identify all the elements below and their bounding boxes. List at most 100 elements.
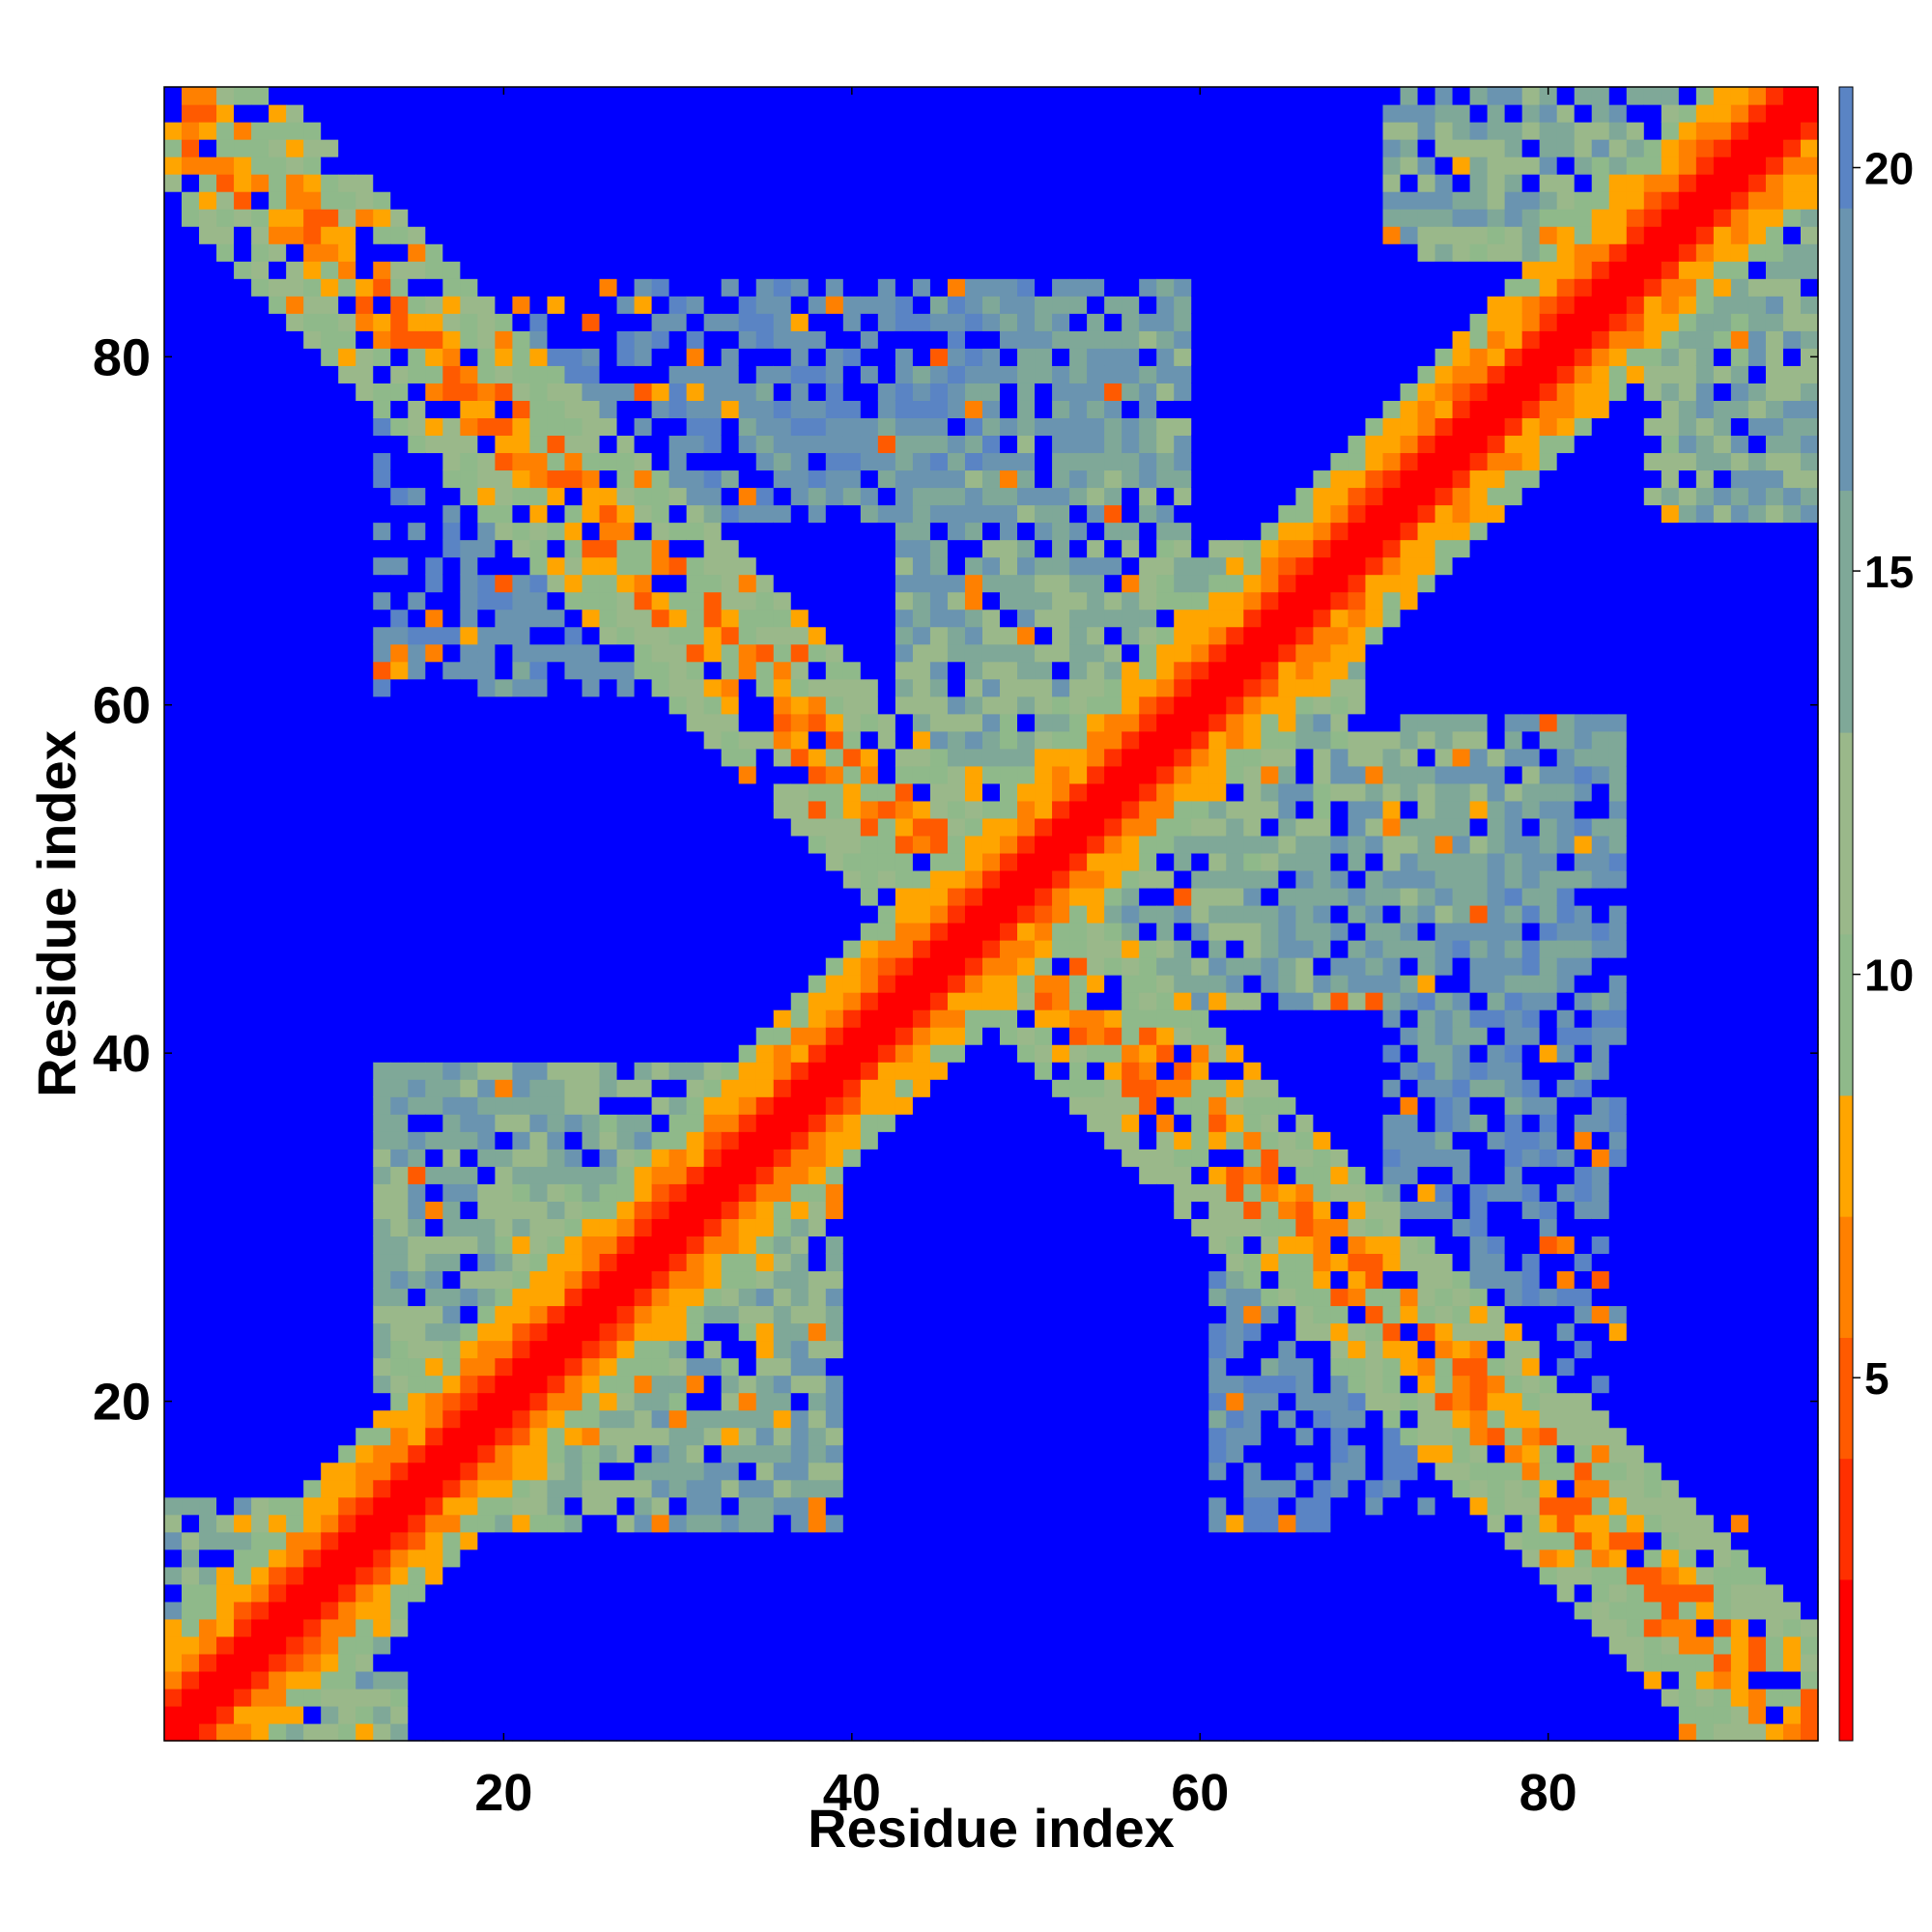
heatmap-cell bbox=[182, 487, 200, 506]
heatmap-cell bbox=[1035, 1183, 1053, 1202]
heatmap-cell bbox=[234, 1496, 252, 1516]
heatmap-cell bbox=[234, 156, 252, 175]
heatmap-cell bbox=[269, 1670, 287, 1690]
heatmap-cell bbox=[912, 1444, 931, 1463]
heatmap-cell bbox=[668, 243, 688, 262]
heatmap-cell bbox=[477, 1548, 496, 1568]
heatmap-cell bbox=[425, 1044, 443, 1063]
heatmap-cell bbox=[703, 1514, 723, 1533]
heatmap-cell bbox=[460, 522, 478, 541]
heatmap-cell bbox=[686, 452, 705, 471]
heatmap-cell bbox=[425, 748, 443, 767]
heatmap-cell bbox=[512, 1705, 531, 1724]
heatmap-cell bbox=[981, 1201, 1001, 1219]
heatmap-cell bbox=[964, 556, 983, 576]
heatmap-cell bbox=[303, 1322, 322, 1342]
heatmap-cell bbox=[738, 609, 757, 628]
heatmap-cell bbox=[425, 869, 443, 889]
heatmap-cell bbox=[564, 1166, 583, 1184]
heatmap-cell bbox=[234, 1149, 252, 1167]
heatmap-cell bbox=[634, 522, 653, 541]
heatmap-cell bbox=[286, 1427, 304, 1446]
heatmap-cell bbox=[738, 1635, 757, 1655]
heatmap-cell bbox=[738, 887, 757, 906]
heatmap-cell bbox=[1017, 696, 1036, 715]
heatmap-cell bbox=[164, 191, 183, 210]
heatmap-cell bbox=[529, 261, 549, 279]
heatmap-cell bbox=[790, 609, 810, 628]
heatmap-cell bbox=[703, 522, 723, 541]
heatmap-cell bbox=[582, 643, 601, 663]
heatmap-cell bbox=[703, 1496, 723, 1516]
heatmap-cell bbox=[755, 243, 775, 262]
heatmap-cell bbox=[721, 261, 740, 279]
heatmap-cell bbox=[442, 1479, 461, 1498]
heatmap-cell bbox=[408, 452, 426, 471]
heatmap-cell bbox=[599, 835, 618, 854]
heatmap-cell bbox=[755, 1322, 775, 1342]
heatmap-cell bbox=[529, 643, 549, 663]
heatmap-cell bbox=[442, 574, 461, 593]
heatmap-cell bbox=[495, 87, 514, 105]
heatmap-cell bbox=[842, 1479, 862, 1498]
heatmap-cell bbox=[216, 1079, 235, 1097]
heatmap-cell bbox=[303, 209, 322, 227]
heatmap-cell bbox=[216, 1096, 235, 1115]
heatmap-cell bbox=[460, 992, 478, 1010]
heatmap-cell bbox=[512, 748, 531, 767]
heatmap-cell bbox=[895, 1653, 914, 1672]
heatmap-cell bbox=[755, 278, 775, 297]
heatmap-cell bbox=[425, 348, 443, 366]
heatmap-cell bbox=[529, 1201, 549, 1219]
heatmap-cell bbox=[1017, 104, 1036, 123]
heatmap-cell bbox=[547, 365, 566, 384]
heatmap-cell bbox=[1052, 835, 1070, 854]
heatmap-cell bbox=[616, 661, 636, 680]
heatmap-cell bbox=[164, 1322, 183, 1342]
heatmap-cell bbox=[321, 643, 339, 663]
heatmap-cell bbox=[738, 1514, 757, 1533]
heatmap-cell bbox=[790, 104, 810, 123]
heatmap-cell bbox=[912, 852, 931, 871]
heatmap-cell bbox=[877, 765, 896, 784]
heatmap-cell bbox=[825, 243, 844, 262]
heatmap-cell bbox=[738, 817, 757, 837]
heatmap-cell bbox=[808, 904, 827, 923]
heatmap-cell bbox=[1035, 1288, 1053, 1307]
heatmap-cell bbox=[529, 400, 549, 418]
heatmap-cell bbox=[895, 1409, 914, 1429]
heatmap-cell bbox=[808, 765, 827, 784]
heatmap-cell bbox=[599, 191, 618, 210]
heatmap-cell bbox=[390, 1566, 409, 1585]
heatmap-cell bbox=[460, 1288, 478, 1307]
heatmap-cell bbox=[703, 487, 723, 506]
heatmap-cell bbox=[234, 87, 252, 105]
heatmap-cell bbox=[355, 661, 374, 680]
heatmap-cell bbox=[1035, 261, 1053, 279]
heatmap-cell bbox=[755, 417, 775, 437]
heatmap-cell bbox=[182, 226, 200, 244]
heatmap-cell bbox=[773, 365, 792, 384]
heatmap-cell bbox=[390, 209, 409, 227]
heatmap-cell bbox=[251, 904, 270, 923]
heatmap-cell bbox=[860, 1583, 879, 1603]
heatmap-cell bbox=[269, 1253, 287, 1272]
heatmap-cell bbox=[929, 1114, 949, 1132]
heatmap-cell bbox=[616, 1427, 636, 1446]
heatmap-cell bbox=[390, 452, 409, 471]
heatmap-cell bbox=[390, 1114, 409, 1132]
heatmap-cell bbox=[703, 87, 723, 105]
heatmap-cell bbox=[251, 782, 270, 802]
heatmap-cell bbox=[808, 678, 827, 697]
heatmap-cell bbox=[1052, 209, 1070, 227]
heatmap-cell bbox=[286, 869, 304, 889]
heatmap-cell bbox=[825, 1444, 844, 1463]
heatmap-cell bbox=[286, 696, 304, 715]
heatmap-cell bbox=[947, 1531, 966, 1550]
heatmap-cell bbox=[1017, 383, 1036, 401]
heatmap-cell bbox=[355, 591, 374, 611]
heatmap-cell bbox=[582, 1653, 601, 1672]
heatmap-cell bbox=[929, 1027, 949, 1045]
heatmap-cell bbox=[495, 348, 514, 366]
heatmap-cell bbox=[1017, 504, 1036, 524]
